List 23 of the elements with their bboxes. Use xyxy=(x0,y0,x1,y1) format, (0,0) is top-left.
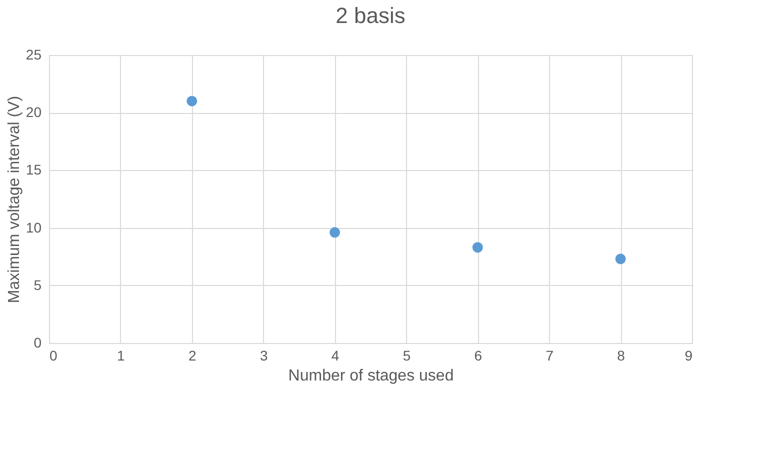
x-tick-label: 1 xyxy=(117,348,126,364)
x-tick-label: 0 xyxy=(50,348,58,364)
x-tick-label: 3 xyxy=(260,348,268,364)
x-tick-label: 5 xyxy=(402,348,411,364)
x-tick-label: 7 xyxy=(546,348,554,364)
x-tick-label: 2 xyxy=(188,348,196,364)
point xyxy=(186,96,198,106)
y-tick-label: 15 xyxy=(26,162,42,178)
x-axis-title: Number of stages used xyxy=(288,368,454,384)
y-tick-label: 20 xyxy=(26,104,42,120)
y-tick-label: 10 xyxy=(26,219,42,236)
x-tick-label: 8 xyxy=(617,348,626,364)
y-axis-title: Maximum voltage interval (V) xyxy=(6,96,23,304)
x-tick-label: 6 xyxy=(474,348,482,364)
y-tick-label: 0 xyxy=(34,334,42,350)
x-tick-label: 4 xyxy=(331,348,340,364)
point xyxy=(615,254,626,264)
y-tick-label: 5 xyxy=(34,276,42,293)
x-tick-label: 9 xyxy=(684,348,693,364)
chart-title: 2 basis xyxy=(336,3,406,28)
point xyxy=(330,227,340,238)
y-tick-label: 25 xyxy=(26,46,42,62)
point xyxy=(472,242,483,253)
